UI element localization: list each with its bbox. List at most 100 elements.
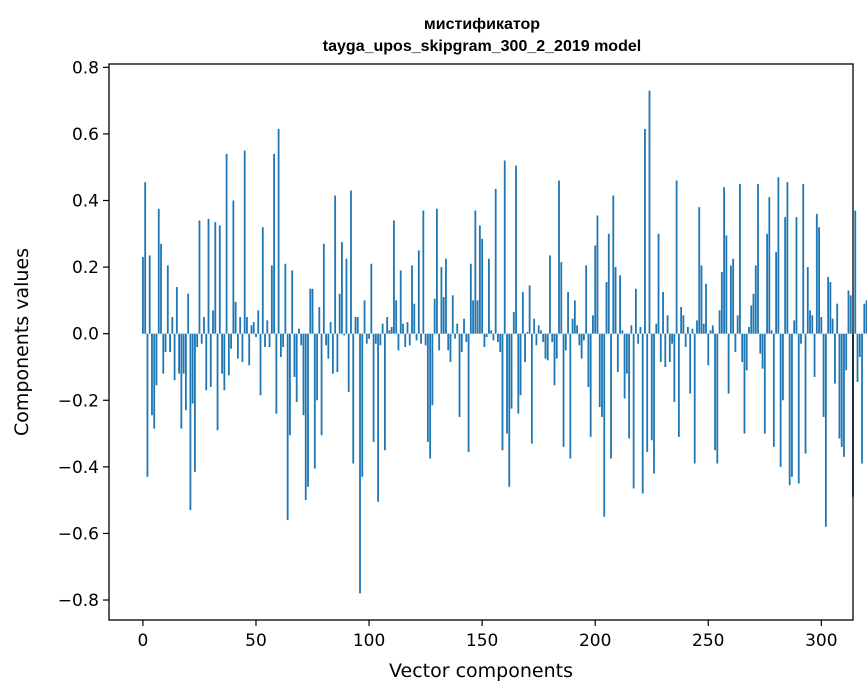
bar xyxy=(800,333,802,344)
bar xyxy=(585,265,588,334)
bar xyxy=(510,333,513,409)
bar xyxy=(478,225,481,334)
bar xyxy=(612,195,615,334)
bar xyxy=(671,333,673,344)
bar xyxy=(720,272,723,334)
bar xyxy=(205,333,208,391)
bar xyxy=(361,333,364,477)
bar xyxy=(257,310,260,334)
bar xyxy=(840,333,843,447)
bar xyxy=(689,333,692,394)
bar xyxy=(203,317,205,334)
bar xyxy=(718,310,721,334)
bar xyxy=(829,282,832,334)
y-tick-label: −0.2 xyxy=(58,391,99,411)
bar xyxy=(865,300,867,334)
bar xyxy=(411,265,413,334)
bar xyxy=(698,207,701,334)
bar xyxy=(370,263,373,334)
bar xyxy=(508,333,511,487)
bar xyxy=(641,333,644,494)
bar xyxy=(451,295,454,334)
y-tick-label: 0.8 xyxy=(72,58,99,78)
bar xyxy=(293,333,296,377)
bar xyxy=(858,333,861,357)
bar xyxy=(241,333,244,362)
bar xyxy=(322,243,325,334)
bar xyxy=(408,333,411,346)
bar xyxy=(415,333,418,341)
bar xyxy=(494,188,497,334)
bar xyxy=(684,333,687,347)
bar xyxy=(754,265,757,334)
bar xyxy=(806,267,809,334)
bar xyxy=(327,333,330,359)
bar xyxy=(700,265,703,334)
bar xyxy=(861,333,863,464)
bar xyxy=(426,333,429,442)
bar xyxy=(359,333,361,594)
bar xyxy=(483,333,486,347)
y-tick-label: −0.8 xyxy=(58,591,99,611)
bar xyxy=(725,235,728,334)
bar xyxy=(356,317,359,334)
bar xyxy=(752,293,755,334)
bar xyxy=(182,333,185,374)
bar xyxy=(169,333,171,352)
bar xyxy=(209,333,212,387)
bar xyxy=(225,153,228,334)
bar xyxy=(320,333,323,436)
bar xyxy=(194,333,196,472)
bar xyxy=(856,333,859,382)
x-tick-label: 100 xyxy=(353,631,385,651)
x-tick-label: 300 xyxy=(805,631,837,651)
bar xyxy=(295,333,298,402)
bar xyxy=(184,333,187,411)
bar xyxy=(155,333,158,386)
bar xyxy=(768,197,771,334)
bar xyxy=(802,183,805,334)
bar xyxy=(849,295,852,334)
bar xyxy=(673,333,676,402)
bar xyxy=(218,225,221,334)
bar xyxy=(395,300,398,334)
bar xyxy=(625,333,628,374)
bar xyxy=(331,333,334,374)
bar xyxy=(171,317,174,334)
bar xyxy=(232,200,235,334)
bar xyxy=(341,242,343,334)
bar xyxy=(598,333,601,407)
bar xyxy=(372,333,375,442)
bar xyxy=(827,277,830,334)
bar xyxy=(519,333,522,396)
bar xyxy=(533,318,536,334)
bar xyxy=(259,333,262,396)
bar xyxy=(472,300,474,334)
bar xyxy=(438,333,441,351)
x-tick-label: 0 xyxy=(138,631,149,651)
bar xyxy=(682,315,685,334)
bar xyxy=(420,333,422,344)
bar xyxy=(243,150,246,334)
bar xyxy=(709,330,712,334)
bar xyxy=(307,333,309,487)
bar xyxy=(454,333,456,339)
bar xyxy=(166,265,169,334)
bar xyxy=(422,210,425,334)
bar xyxy=(702,323,705,334)
bar xyxy=(772,333,775,447)
bar xyxy=(467,333,470,452)
bar xyxy=(714,333,716,451)
bar xyxy=(757,183,759,334)
bar xyxy=(711,325,714,334)
bar xyxy=(831,318,834,334)
bar xyxy=(517,333,520,414)
bar xyxy=(350,190,352,334)
bar xyxy=(300,333,303,346)
y-tick-label: 0.2 xyxy=(72,258,99,278)
bar xyxy=(594,245,597,334)
bar xyxy=(863,303,866,334)
bar xyxy=(664,333,667,367)
bar xyxy=(503,160,506,334)
bar xyxy=(589,333,592,437)
